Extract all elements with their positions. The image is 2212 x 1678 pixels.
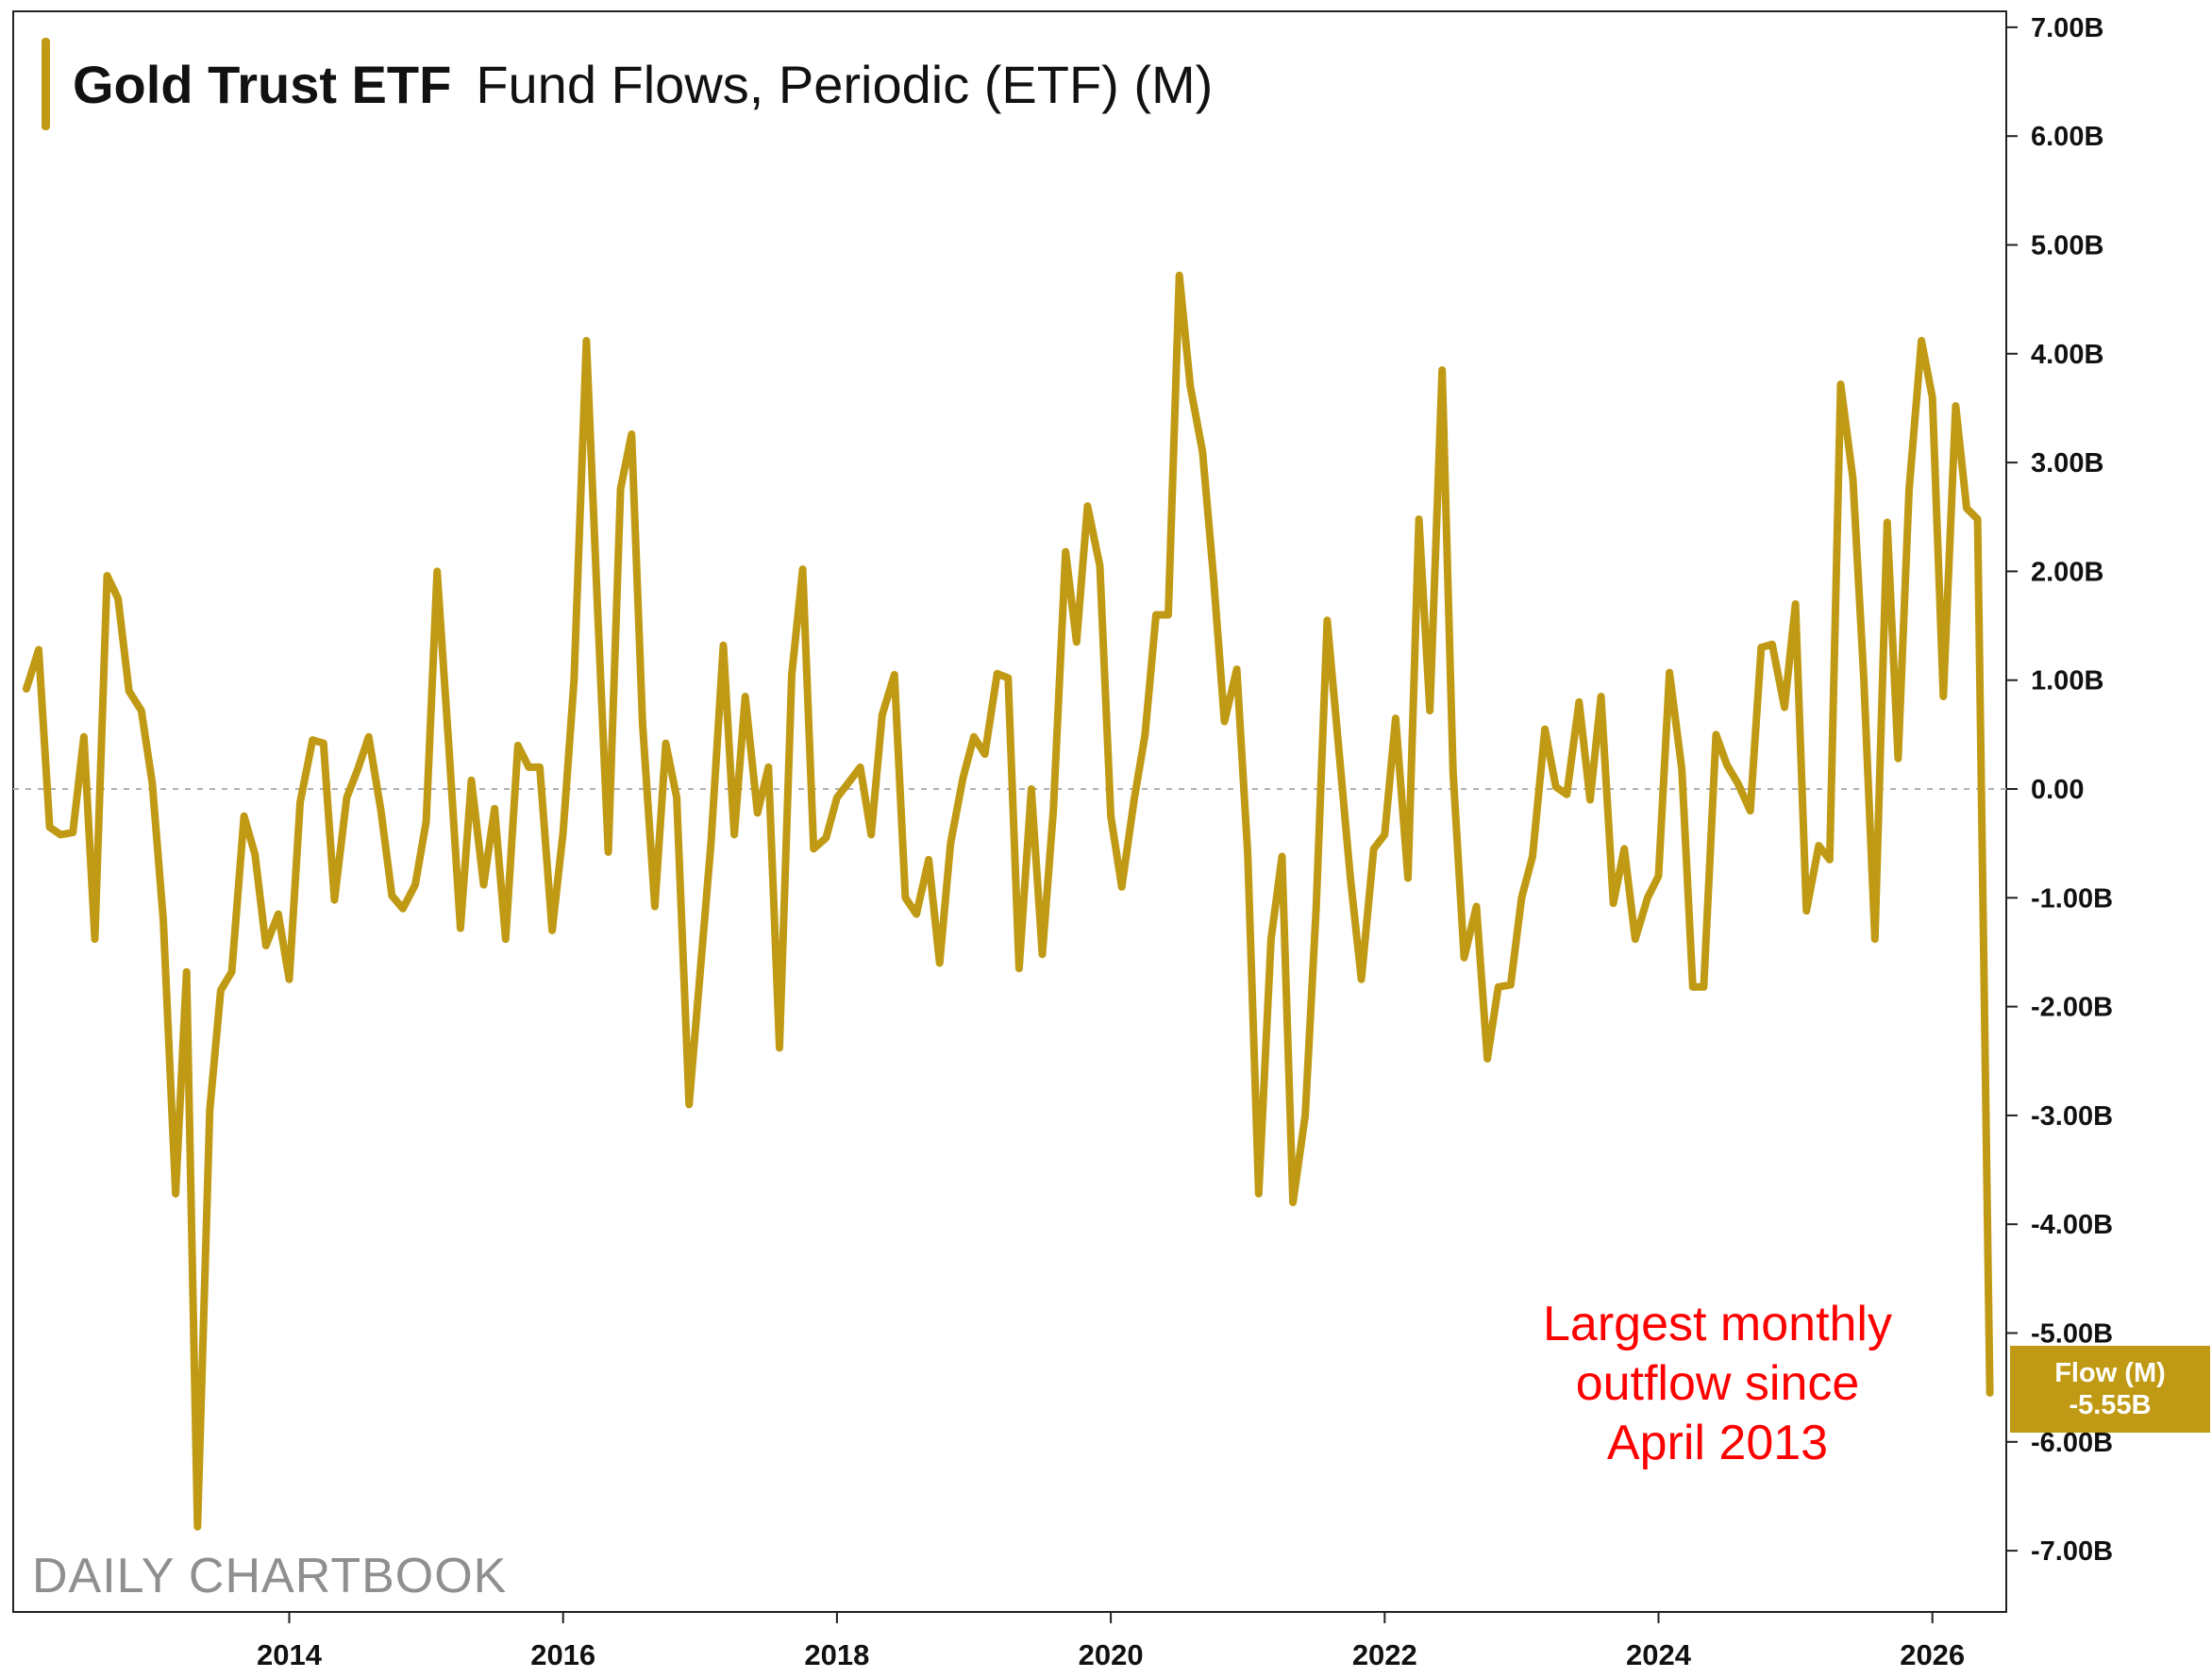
title-accent-bar xyxy=(42,38,50,130)
y-tick-label: -7.00B xyxy=(2031,1536,2113,1567)
plot-frame xyxy=(12,10,2007,1613)
y-tick-label: -5.00B xyxy=(2031,1319,2113,1350)
x-tick-label: 2018 xyxy=(804,1638,869,1671)
y-tick-label: 1.00B xyxy=(2031,666,2103,696)
y-tick-label: 7.00B xyxy=(2031,13,2103,43)
flow-series-line xyxy=(22,271,1994,1531)
y-tick-label: -4.00B xyxy=(2031,1210,2113,1240)
x-tick-label: 2024 xyxy=(1626,1638,1692,1671)
annotation-line-3: April 2013 xyxy=(1606,1416,1829,1470)
y-tick-label: 3.00B xyxy=(2031,448,2103,478)
y-tick-label: 5.00B xyxy=(2031,231,2103,261)
annotation-text: Largest monthly outflow since April 2013 xyxy=(1472,1295,1963,1473)
last-value-badge: Flow (M) -5.55B xyxy=(2010,1346,2210,1433)
y-axis: 7.00B 6.00B 5.00B 4.00B 3.00B 2.00B 1.00B 0.00 -… xyxy=(2006,13,2113,1567)
annotation-line-1: Largest monthly xyxy=(1543,1297,1892,1351)
last-value-number: -5.55B xyxy=(2069,1390,2152,1420)
y-tick-label: 0.00 xyxy=(2031,775,2084,805)
last-value-label: Flow (M) xyxy=(2054,1358,2166,1388)
x-tick-label: 2014 xyxy=(257,1638,323,1671)
watermark: DAILY CHARTBOOK xyxy=(32,1549,508,1603)
x-tick-label: 2020 xyxy=(1079,1638,1144,1671)
y-tick-label: 6.00B xyxy=(2031,122,2103,152)
y-tick-label: -3.00B xyxy=(2031,1101,2113,1132)
annotation-line-2: outflow since xyxy=(1575,1356,1860,1411)
last-value-box-bg xyxy=(2010,1346,2210,1433)
x-tick-label: 2022 xyxy=(1352,1638,1417,1671)
chart-title: Gold Trust ETF Fund Flows, Periodic (ETF… xyxy=(42,38,1213,130)
y-tick-label: 4.00B xyxy=(2031,340,2103,370)
title-ticker: Gold Trust ETF xyxy=(73,54,452,114)
title-metric: Fund Flows, Periodic (ETF) (M) xyxy=(476,54,1214,114)
x-tick-label: 2016 xyxy=(530,1638,595,1671)
y-tick-label: -2.00B xyxy=(2031,993,2113,1023)
y-tick-label: 2.00B xyxy=(2031,557,2103,587)
y-tick-label: -1.00B xyxy=(2031,883,2113,914)
x-tick-label: 2026 xyxy=(1900,1638,1965,1671)
x-axis: 2014 2016 2018 2020 2022 2024 2026 xyxy=(257,1612,1965,1671)
y-tick-label: -6.00B xyxy=(2031,1428,2113,1458)
